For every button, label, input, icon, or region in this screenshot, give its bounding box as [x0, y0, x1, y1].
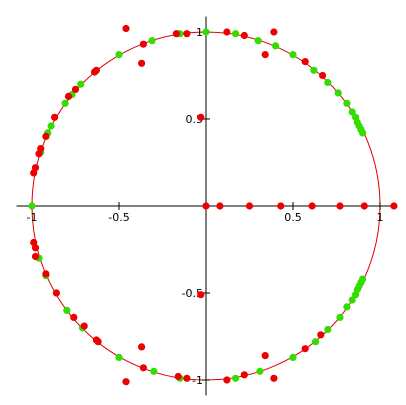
x-tick-label: -0.5	[108, 211, 129, 224]
green-data-point	[272, 42, 280, 50]
green-data-point	[63, 306, 71, 314]
red-data-point	[139, 364, 147, 372]
x-tick-label: -1	[27, 211, 38, 224]
green-data-point	[77, 80, 85, 88]
y-tick-label: -1	[192, 374, 203, 387]
red-data-point	[336, 202, 344, 210]
red-data-point	[122, 378, 130, 386]
red-data-point	[261, 352, 269, 360]
red-data-point	[308, 202, 316, 210]
red-data-point	[52, 289, 61, 297]
red-data-point	[91, 68, 99, 76]
green-data-point	[289, 51, 297, 59]
red-data-point	[139, 40, 147, 48]
red-data-point	[42, 132, 50, 140]
green-data-point	[202, 28, 210, 36]
red-data-point	[261, 51, 269, 59]
red-data-point	[202, 202, 210, 210]
red-data-point	[270, 374, 278, 382]
green-data-point	[115, 353, 123, 361]
green-data-point	[336, 313, 344, 321]
red-data-point	[51, 113, 59, 121]
red-data-point	[390, 202, 398, 210]
green-data-point	[47, 122, 55, 130]
red-data-point	[94, 338, 102, 346]
y-tick-label: -0.5	[182, 287, 203, 300]
red-data-point	[122, 24, 130, 33]
red-data-point	[301, 345, 309, 353]
x-tick-label: 1	[377, 211, 384, 224]
red-data-point	[197, 291, 205, 299]
red-data-point	[240, 31, 248, 40]
green-data-point	[334, 89, 342, 97]
red-data-point	[183, 30, 191, 38]
green-data-point	[61, 99, 69, 107]
red-data-point	[64, 92, 73, 100]
red-data-point	[138, 59, 146, 67]
red-data-point	[360, 202, 368, 210]
green-data-point	[359, 275, 367, 283]
green-data-point	[343, 303, 351, 311]
green-data-point	[28, 202, 36, 210]
green-data-point	[150, 367, 158, 375]
red-data-point	[174, 372, 182, 381]
x-tick-label: 0.5	[284, 211, 302, 224]
green-data-point	[232, 374, 240, 382]
red-data-point	[172, 30, 180, 38]
red-data-point	[216, 202, 224, 210]
red-data-point	[71, 85, 80, 93]
axis-ticks: -1 -0.5 0.5 110.5-0.5-1	[27, 26, 384, 387]
red-data-point	[197, 113, 205, 121]
green-data-point	[310, 66, 318, 74]
data-points	[28, 24, 398, 386]
green-data-point	[348, 108, 356, 116]
green-data-point	[348, 296, 356, 304]
green-data-point	[289, 353, 297, 361]
red-data-point	[277, 202, 285, 210]
red-data-point	[183, 374, 191, 382]
green-data-point	[343, 99, 351, 107]
green-data-point	[324, 325, 332, 334]
red-data-point	[80, 322, 88, 330]
green-data-point	[115, 51, 123, 59]
red-data-point	[301, 58, 309, 66]
red-data-point	[319, 71, 327, 80]
red-data-point	[70, 313, 78, 321]
red-data-point	[138, 343, 146, 351]
green-data-point	[256, 367, 264, 375]
red-data-point	[31, 244, 40, 252]
green-data-point	[232, 30, 240, 38]
red-data-point	[223, 376, 231, 384]
green-data-point	[359, 129, 367, 137]
green-data-point	[148, 37, 156, 45]
red-data-point	[42, 270, 50, 278]
red-data-point	[35, 150, 43, 158]
red-data-point	[30, 169, 38, 177]
red-data-point	[223, 28, 231, 36]
y-tick-label: 1	[196, 26, 203, 39]
green-data-point	[312, 338, 320, 346]
red-data-point	[31, 252, 40, 261]
green-data-point	[254, 37, 262, 45]
red-data-point	[240, 371, 248, 379]
red-data-point	[270, 28, 278, 36]
green-data-point	[324, 78, 332, 87]
red-data-point	[245, 202, 254, 210]
red-data-point	[317, 331, 325, 339]
